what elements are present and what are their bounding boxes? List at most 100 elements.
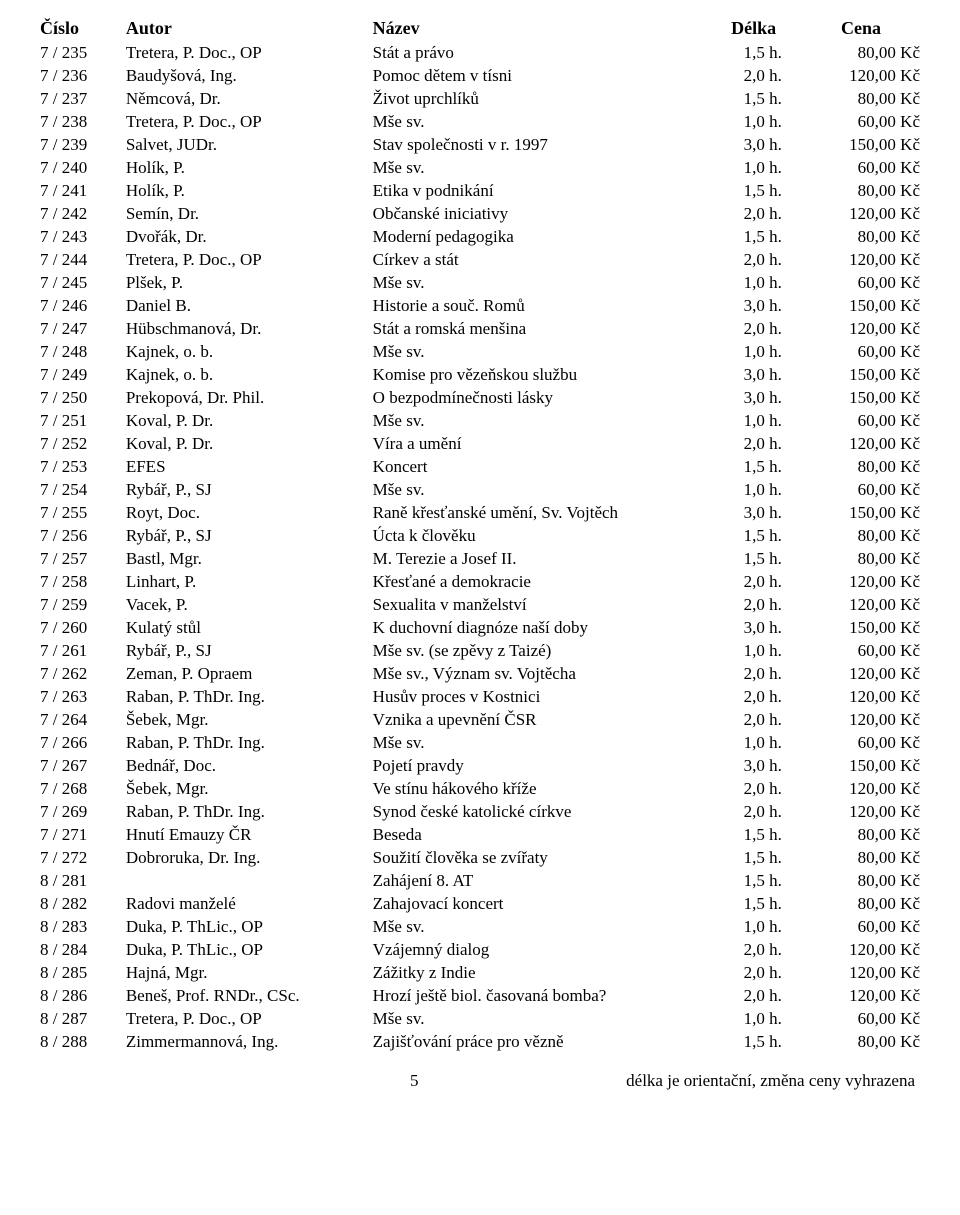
cell-nazev: Pomoc dětem v tísni <box>373 64 706 87</box>
cell-nazev: Sexualita v manželství <box>373 593 706 616</box>
cell-cena: 120,00 Kč <box>802 248 920 271</box>
cell-cena: 80,00 Kč <box>802 87 920 110</box>
table-row: 8 / 283Duka, P. ThLic., OPMše sv.1,0 h.6… <box>40 915 920 938</box>
cell-cislo: 7 / 236 <box>40 64 126 87</box>
cell-cena: 60,00 Kč <box>802 639 920 662</box>
cell-delka: 1,0 h. <box>705 478 802 501</box>
table-row: 7 / 239Salvet, JUDr.Stav společnosti v r… <box>40 133 920 156</box>
cell-cena: 60,00 Kč <box>802 478 920 501</box>
cell-cislo: 8 / 286 <box>40 984 126 1007</box>
cell-delka: 1,5 h. <box>705 179 802 202</box>
cell-cena: 120,00 Kč <box>802 593 920 616</box>
page-number: 5 <box>410 1071 419 1091</box>
cell-delka: 3,0 h. <box>705 754 802 777</box>
table-row: 7 / 235Tretera, P. Doc., OPStát a právo1… <box>40 41 920 64</box>
table-row: 7 / 238Tretera, P. Doc., OPMše sv.1,0 h.… <box>40 110 920 133</box>
cell-cena: 150,00 Kč <box>802 501 920 524</box>
cell-nazev: Husův proces v Kostnici <box>373 685 706 708</box>
cell-nazev: Mše sv. <box>373 409 706 432</box>
cell-cislo: 7 / 252 <box>40 432 126 455</box>
cell-delka: 2,0 h. <box>705 593 802 616</box>
table-row: 7 / 266Raban, P. ThDr. Ing.Mše sv.1,0 h.… <box>40 731 920 754</box>
cell-cislo: 7 / 266 <box>40 731 126 754</box>
cell-autor: Tretera, P. Doc., OP <box>126 1007 373 1030</box>
cell-delka: 3,0 h. <box>705 363 802 386</box>
cell-nazev: Církev a stát <box>373 248 706 271</box>
table-row: 7 / 242Semín, Dr.Občanské iniciativy2,0 … <box>40 202 920 225</box>
cell-nazev: Moderní pedagogika <box>373 225 706 248</box>
cell-cislo: 7 / 251 <box>40 409 126 432</box>
cell-cena: 60,00 Kč <box>802 110 920 133</box>
cell-delka: 1,0 h. <box>705 409 802 432</box>
cell-nazev: Stav společnosti v r. 1997 <box>373 133 706 156</box>
cell-delka: 3,0 h. <box>705 294 802 317</box>
cell-nazev: O bezpodmínečnosti lásky <box>373 386 706 409</box>
cell-nazev: Komise pro vězeňskou službu <box>373 363 706 386</box>
cell-cislo: 7 / 243 <box>40 225 126 248</box>
cell-delka: 3,0 h. <box>705 386 802 409</box>
cell-nazev: Vzájemný dialog <box>373 938 706 961</box>
cell-cislo: 7 / 249 <box>40 363 126 386</box>
cell-autor: Koval, P. Dr. <box>126 409 373 432</box>
cell-delka: 1,5 h. <box>705 892 802 915</box>
cell-nazev: Mše sv. <box>373 156 706 179</box>
cell-nazev: Beseda <box>373 823 706 846</box>
cell-autor <box>126 869 373 892</box>
cell-nazev: Stát a právo <box>373 41 706 64</box>
cell-autor: Duka, P. ThLic., OP <box>126 915 373 938</box>
cell-cislo: 7 / 245 <box>40 271 126 294</box>
table-row: 7 / 248Kajnek, o. b.Mše sv.1,0 h.60,00 K… <box>40 340 920 363</box>
cell-nazev: Zajišťování práce pro vězně <box>373 1030 706 1053</box>
cell-autor: Rybář, P., SJ <box>126 478 373 501</box>
cell-cena: 150,00 Kč <box>802 616 920 639</box>
cell-delka: 1,5 h. <box>705 455 802 478</box>
cell-delka: 2,0 h. <box>705 708 802 731</box>
footer-note: délka je orientační, změna ceny vyhrazen… <box>626 1071 915 1091</box>
cell-cena: 80,00 Kč <box>802 846 920 869</box>
table-row: 8 / 282Radovi manželéZahajovací koncert1… <box>40 892 920 915</box>
cell-cislo: 7 / 246 <box>40 294 126 317</box>
cell-cena: 150,00 Kč <box>802 133 920 156</box>
cell-autor: Duka, P. ThLic., OP <box>126 938 373 961</box>
cell-cislo: 7 / 257 <box>40 547 126 570</box>
cell-autor: Koval, P. Dr. <box>126 432 373 455</box>
cell-delka: 1,5 h. <box>705 1030 802 1053</box>
table-row: 8 / 285Hajná, Mgr.Zážitky z Indie2,0 h.1… <box>40 961 920 984</box>
cell-delka: 2,0 h. <box>705 432 802 455</box>
cell-cena: 60,00 Kč <box>802 156 920 179</box>
cell-cena: 120,00 Kč <box>802 961 920 984</box>
table-row: 7 / 236Baudyšová, Ing.Pomoc dětem v tísn… <box>40 64 920 87</box>
cell-autor: Tretera, P. Doc., OP <box>126 110 373 133</box>
table-row: 7 / 240Holík, P.Mše sv.1,0 h.60,00 Kč <box>40 156 920 179</box>
cell-nazev: Zážitky z Indie <box>373 961 706 984</box>
cell-nazev: Víra a umění <box>373 432 706 455</box>
table-row: 7 / 241Holík, P.Etika v podnikání1,5 h.8… <box>40 179 920 202</box>
table-row: 7 / 249Kajnek, o. b.Komise pro vězeňskou… <box>40 363 920 386</box>
cell-autor: Raban, P. ThDr. Ing. <box>126 800 373 823</box>
table-row: 7 / 258Linhart, P.Křesťané a demokracie2… <box>40 570 920 593</box>
cell-cena: 60,00 Kč <box>802 1007 920 1030</box>
cell-cislo: 7 / 255 <box>40 501 126 524</box>
cell-delka: 3,0 h. <box>705 133 802 156</box>
cell-autor: Holík, P. <box>126 156 373 179</box>
cell-delka: 1,5 h. <box>705 524 802 547</box>
cell-cislo: 8 / 285 <box>40 961 126 984</box>
cell-cena: 80,00 Kč <box>802 869 920 892</box>
cell-autor: Prekopová, Dr. Phil. <box>126 386 373 409</box>
cell-delka: 3,0 h. <box>705 501 802 524</box>
header-nazev: Název <box>373 18 706 41</box>
cell-cena: 120,00 Kč <box>802 317 920 340</box>
table-row: 7 / 264Šebek, Mgr.Vznika a upevnění ČSR2… <box>40 708 920 731</box>
table-row: 8 / 288Zimmermannová, Ing.Zajišťování pr… <box>40 1030 920 1053</box>
cell-autor: Šebek, Mgr. <box>126 777 373 800</box>
cell-cena: 60,00 Kč <box>802 731 920 754</box>
cell-nazev: Koncert <box>373 455 706 478</box>
cell-autor: Dobroruka, Dr. Ing. <box>126 846 373 869</box>
cell-delka: 2,0 h. <box>705 248 802 271</box>
cell-cena: 150,00 Kč <box>802 386 920 409</box>
cell-autor: Tretera, P. Doc., OP <box>126 41 373 64</box>
cell-autor: Šebek, Mgr. <box>126 708 373 731</box>
cell-autor: Bednář, Doc. <box>126 754 373 777</box>
cell-autor: Beneš, Prof. RNDr., CSc. <box>126 984 373 1007</box>
cell-cislo: 7 / 272 <box>40 846 126 869</box>
